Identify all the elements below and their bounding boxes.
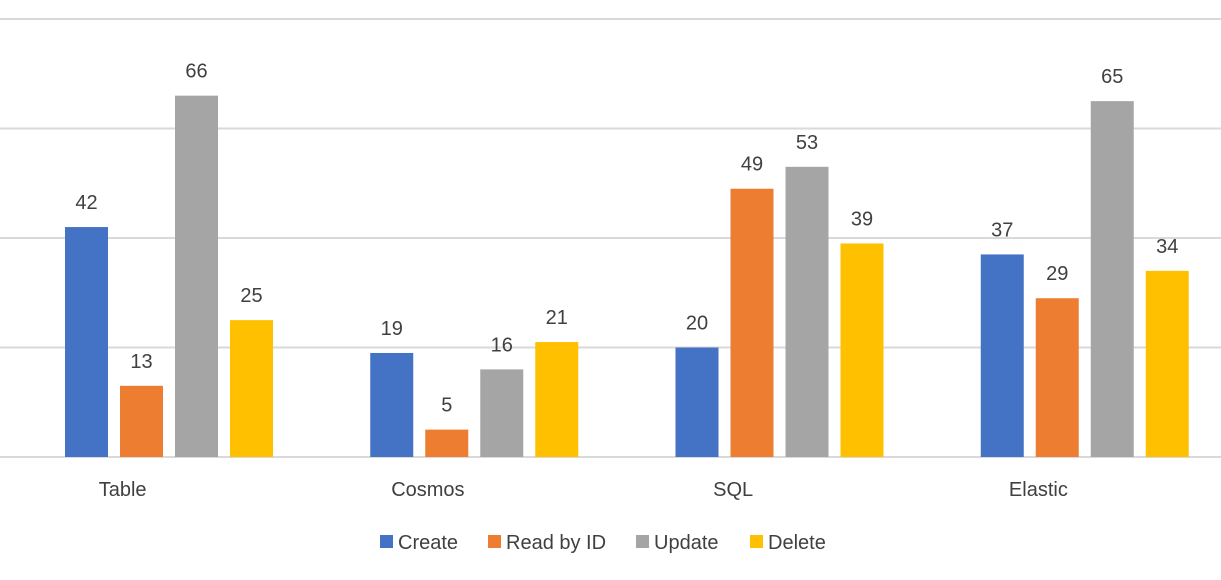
bar-create-sql [675, 347, 719, 457]
data-label: 65 [1101, 66, 1123, 88]
data-label: 39 [851, 208, 873, 230]
data-label: 34 [1156, 236, 1178, 258]
data-label: 37 [991, 219, 1013, 241]
category-label-sql: SQL [713, 479, 753, 501]
bar-update-elastic [1090, 101, 1134, 457]
legend: Create Read by ID Update Delete [380, 532, 826, 554]
data-label: 42 [75, 192, 97, 214]
legend-swatch-read-by-id [488, 535, 501, 548]
data-label: 13 [130, 351, 152, 373]
bar-create-table [65, 227, 108, 457]
data-label: 20 [686, 313, 708, 335]
bar-update-table [175, 95, 218, 458]
category-label-cosmos: Cosmos [391, 479, 464, 501]
bar-delete-table [230, 320, 273, 457]
data-label: 49 [741, 154, 763, 176]
data-label: 5 [441, 395, 452, 417]
legend-label-update: Update [654, 532, 719, 554]
bars [65, 95, 1189, 458]
bar-read-by-id-sql [730, 188, 774, 457]
data-label: 25 [240, 285, 262, 307]
legend-swatch-update [636, 535, 649, 548]
bar-read-by-id-cosmos [425, 429, 469, 457]
legend-swatch-create [380, 535, 393, 548]
legend-swatch-delete [750, 535, 763, 548]
legend-label-read-by-id: Read by ID [506, 532, 606, 554]
bar-delete-elastic [1145, 270, 1189, 457]
data-label: 66 [185, 61, 207, 83]
category-label-elastic: Elastic [1009, 479, 1068, 501]
data-label: 19 [381, 318, 403, 340]
data-labels: 42 13 66 25 19 5 16 21 20 49 53 39 37 29 65 34 [75, 61, 1178, 417]
legend-label-delete: Delete [768, 532, 826, 554]
bar-update-cosmos [480, 369, 524, 457]
data-label: 16 [491, 334, 513, 356]
data-label: 29 [1046, 263, 1068, 285]
data-label: 53 [796, 132, 818, 154]
data-label: 21 [546, 307, 568, 329]
bar-read-by-id-elastic [1035, 298, 1079, 457]
category-label-table: Table [99, 479, 147, 501]
bar-delete-cosmos [535, 342, 579, 457]
bar-read-by-id-table [120, 385, 163, 457]
x-axis-category-labels: Table Cosmos SQL Elastic [99, 479, 1068, 501]
bar-update-sql [785, 166, 829, 457]
bar-create-cosmos [370, 352, 414, 457]
legend-label-create: Create [398, 532, 458, 554]
bar-delete-sql [840, 243, 884, 457]
bar-create-elastic [980, 254, 1024, 457]
